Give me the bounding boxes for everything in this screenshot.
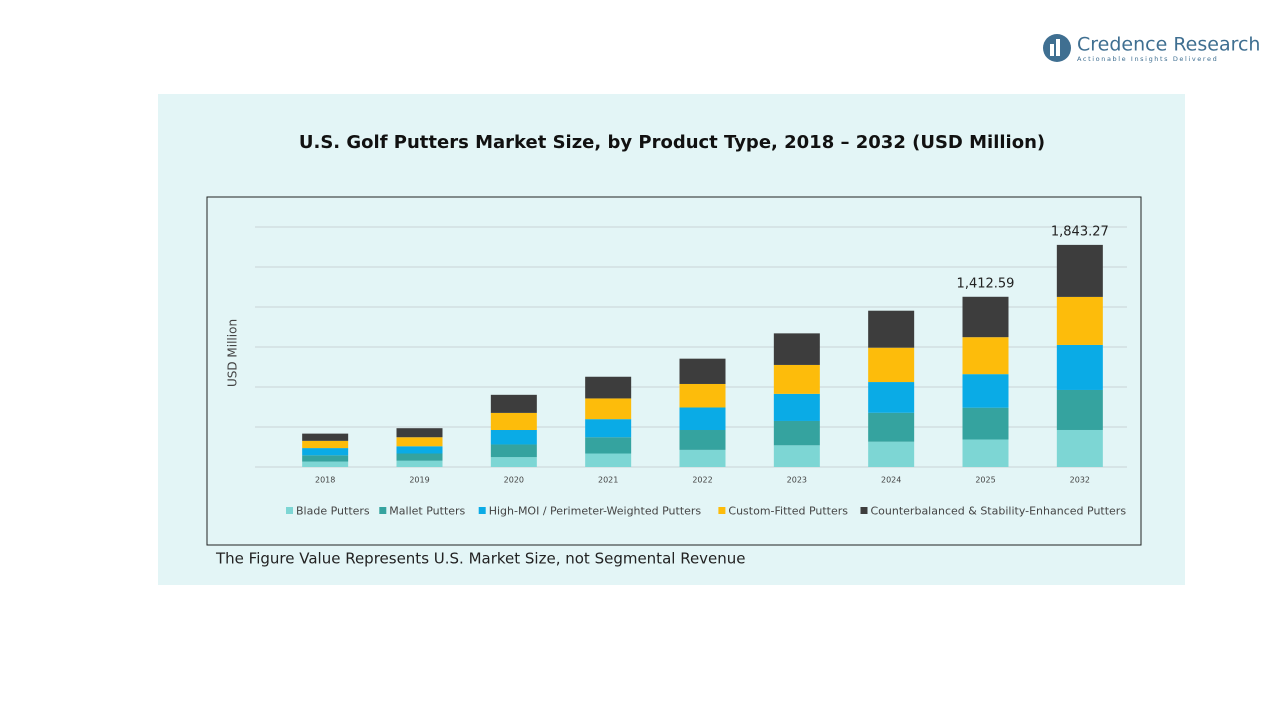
bar-segment: [773, 393, 820, 421]
bar-segment: [679, 449, 726, 467]
bar-segment: [302, 433, 349, 441]
bar-segment: [773, 420, 820, 446]
bar-segment: [585, 437, 632, 454]
legend-label: Blade Putters: [296, 505, 370, 518]
y-axis-label: USD Million: [226, 319, 240, 387]
x-tick-label: 2024: [881, 476, 901, 485]
x-tick-label: 2019: [409, 476, 429, 485]
bar-segment: [396, 460, 443, 467]
legend-swatch: [860, 507, 868, 514]
x-tick-label: 2018: [315, 476, 335, 485]
bar-segment: [302, 461, 349, 467]
bar-segment: [773, 364, 820, 394]
brand-name: Credence Research: [1077, 34, 1260, 56]
bar-segment: [396, 446, 443, 454]
bar-segment: [868, 382, 915, 413]
bar-segment: [962, 296, 1009, 338]
bar-segment: [490, 444, 537, 458]
x-tick-label: 2025: [975, 476, 995, 485]
bar-segment: [396, 428, 443, 438]
footnote: The Figure Value Represents U.S. Market …: [215, 550, 746, 568]
x-tick-label: 2032: [1070, 476, 1090, 485]
logo-bar: [1050, 44, 1054, 56]
logo-bar: [1056, 39, 1060, 56]
legend-label: Mallet Putters: [389, 505, 465, 518]
bar-segment: [868, 441, 915, 467]
bar-segment: [962, 439, 1009, 467]
logo: Credence Research Actionable Insights De…: [1043, 34, 1260, 63]
bar-segment: [679, 407, 726, 431]
bar-segment: [962, 337, 1009, 375]
legend-swatch: [478, 507, 486, 514]
legend-swatch: [286, 507, 293, 514]
x-tick-label: 2020: [504, 476, 524, 485]
bar-segment: [962, 407, 1009, 440]
bar-segment: [585, 453, 632, 467]
bar-segment: [868, 347, 915, 383]
bar-segment: [1056, 344, 1103, 390]
legend-swatch: [718, 507, 726, 514]
bar-segment: [1056, 429, 1103, 467]
bar-segment: [302, 455, 349, 462]
bar-segment: [396, 437, 443, 447]
legend-label: Custom-Fitted Putters: [728, 505, 848, 518]
total-label: 1,843.27: [1051, 224, 1109, 239]
brand-tagline: Actionable Insights Delivered: [1077, 55, 1218, 63]
bar-segment: [679, 358, 726, 384]
x-tick-label: 2023: [787, 476, 807, 485]
bar-segment: [490, 394, 537, 413]
legend-label: High-MOI / Perimeter-Weighted Putters: [489, 505, 702, 518]
bar-segment: [1056, 244, 1103, 297]
total-label: 1,412.59: [957, 276, 1015, 291]
chart-title: U.S. Golf Putters Market Size, by Produc…: [299, 132, 1045, 153]
bar-segment: [490, 412, 537, 431]
bar-segment: [585, 398, 632, 420]
bar-segment: [679, 383, 726, 408]
bar-segment: [1056, 389, 1103, 430]
bar-segment: [302, 448, 349, 456]
bar-segment: [868, 310, 915, 348]
legend-label: Counterbalanced & Stability-Enhanced Put…: [871, 505, 1127, 518]
bar-segment: [773, 445, 820, 467]
plot-frame: [206, 196, 1142, 546]
bar-segment: [396, 453, 443, 461]
x-tick-label: 2021: [598, 476, 618, 485]
x-tick-label: 2022: [692, 476, 712, 485]
bar-segment: [1056, 296, 1103, 345]
bar-segment: [302, 440, 349, 449]
bar-segment: [773, 333, 820, 365]
bar-segment: [679, 430, 726, 450]
legend-swatch: [379, 507, 387, 514]
bar-segment: [868, 412, 915, 442]
panel: [158, 94, 1185, 585]
bar-segment: [490, 457, 537, 467]
bar-segment: [490, 430, 537, 445]
bar-segment: [962, 374, 1009, 408]
bar-segment: [585, 376, 632, 399]
bar-segment: [585, 419, 632, 438]
